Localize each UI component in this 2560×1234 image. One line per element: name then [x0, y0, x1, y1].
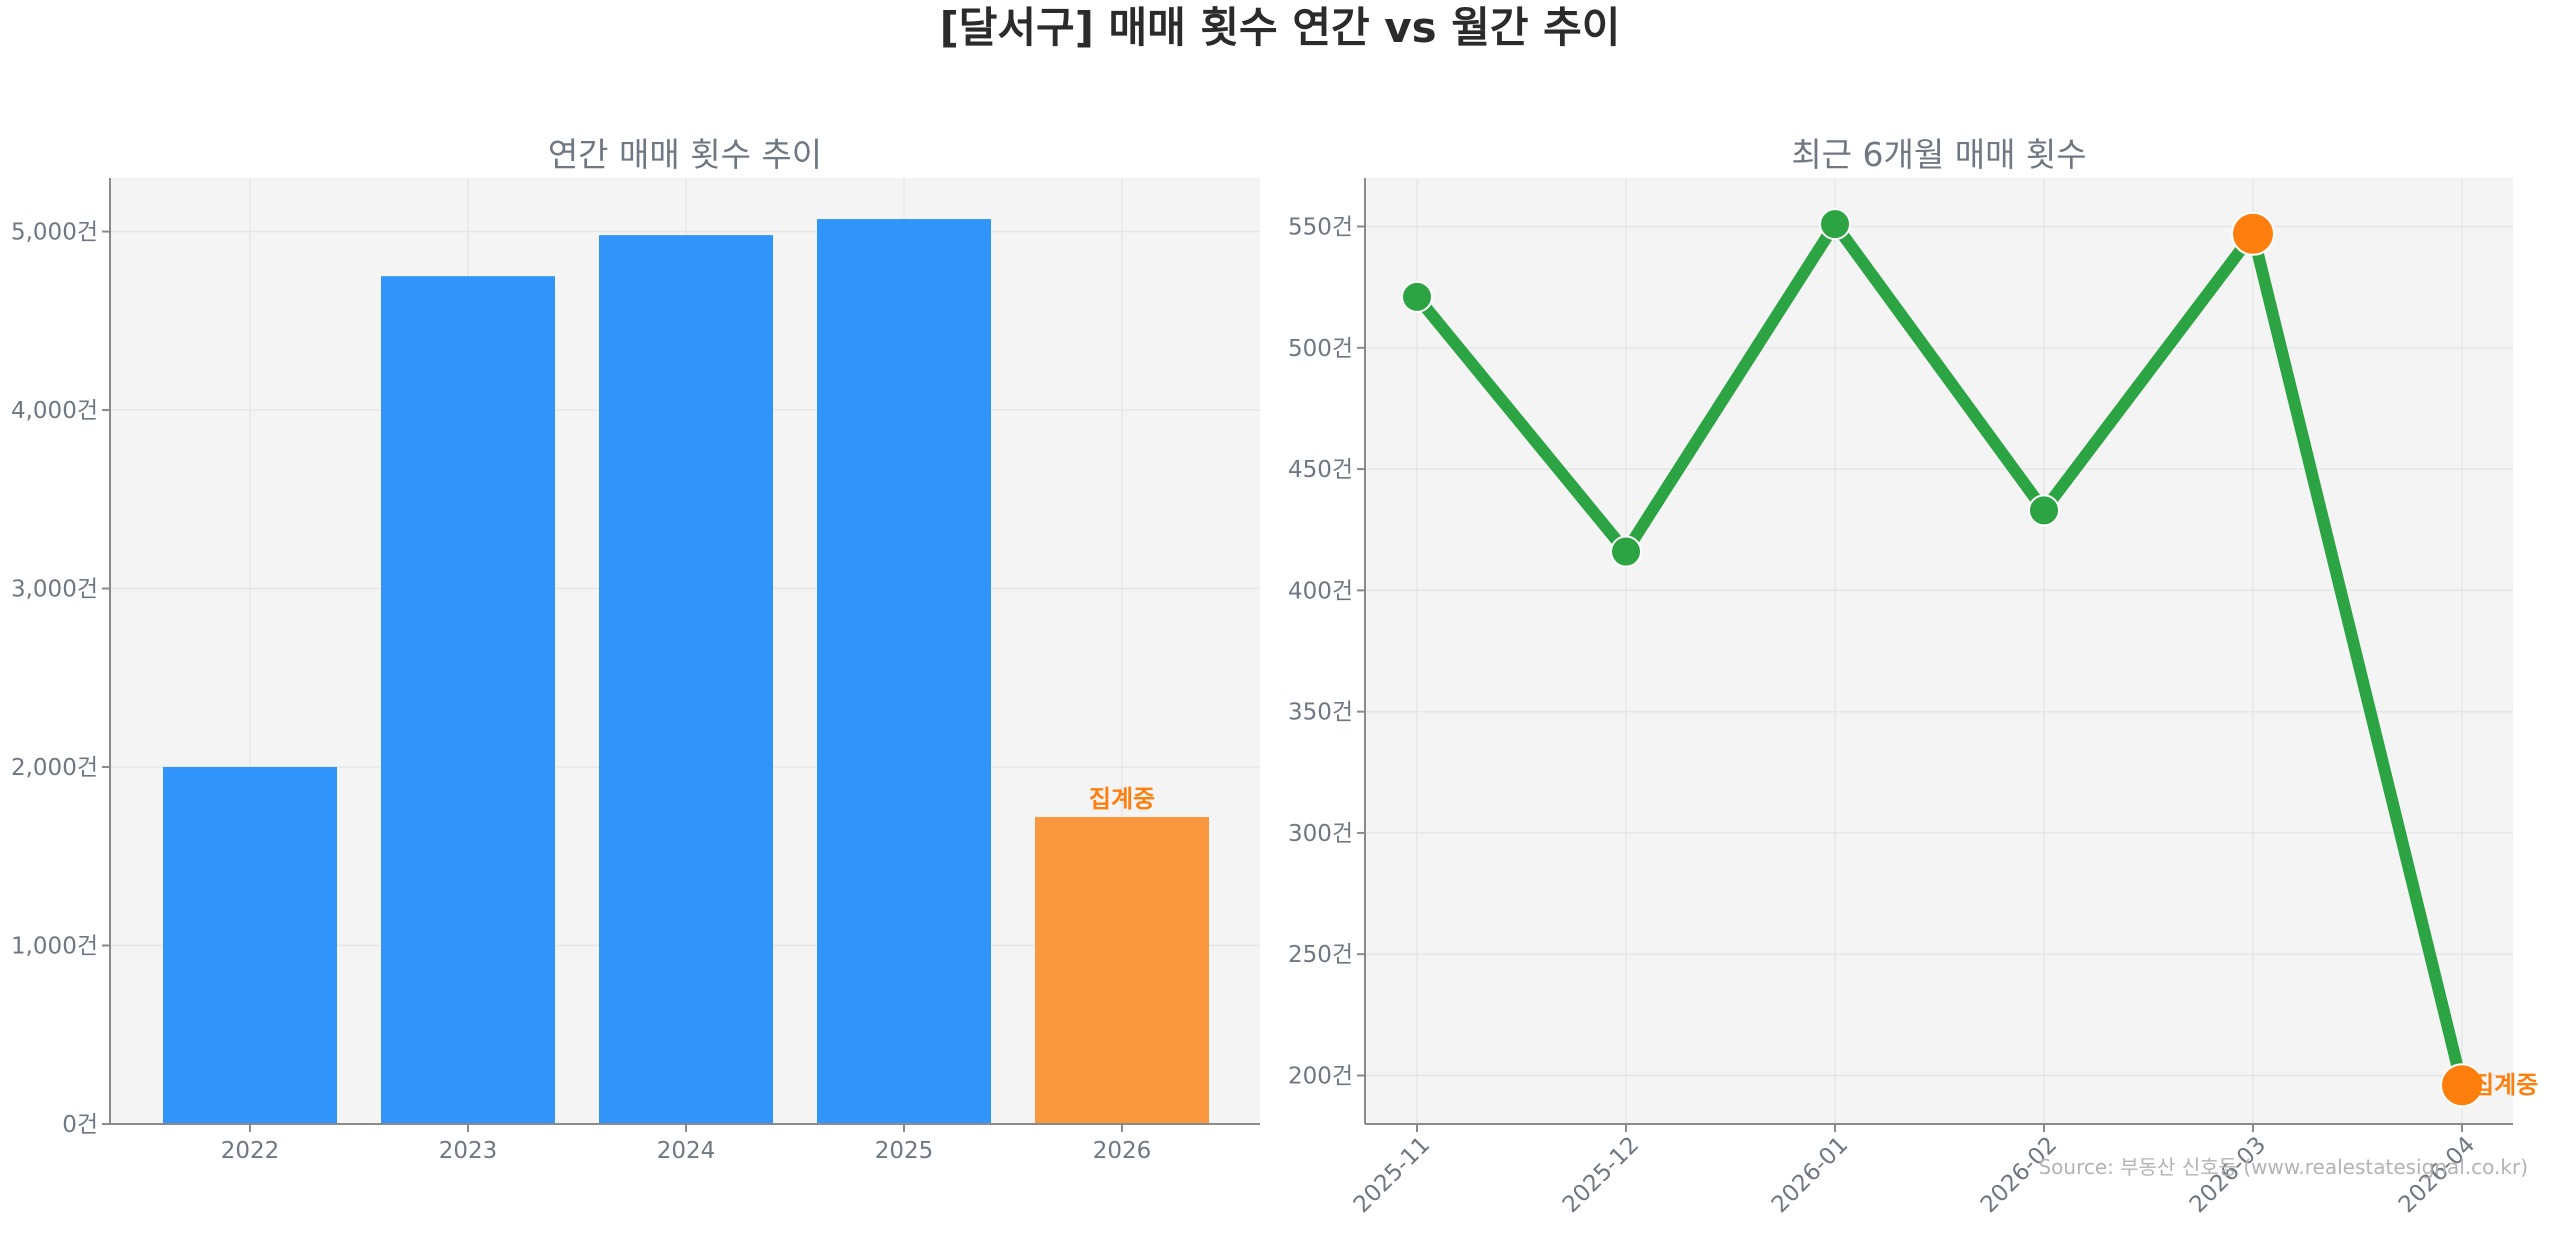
line-y-tick-label: 450건	[1288, 457, 1353, 483]
bar-y-tick-labels: 0건 1,000건 2,000건 3,000건 4,000건 5,000건	[11, 220, 110, 1138]
line-point-2026-04	[2440, 1063, 2484, 1108]
bar-2025	[817, 219, 991, 1124]
line-y-tick-label: 550건	[1288, 215, 1353, 241]
monthly-line-chart: 집계중 200건 250건 300건 350건 400건 450건 500건 550건 202…	[1288, 135, 2538, 1218]
line-point-2025-12	[1610, 535, 1642, 568]
bar-annotation: 집계중	[1089, 785, 1155, 813]
bar-y-tick-label: 0건	[62, 1112, 98, 1138]
line-y-tick-label: 350건	[1288, 700, 1353, 726]
bar-x-tick-labels: 2022 2023 2024 2025 2026	[221, 1124, 1152, 1164]
line-point-2026-03	[2231, 211, 2275, 256]
line-x-tick-label: 2025-11	[1349, 1132, 1435, 1218]
bar-x-tick-label: 2025	[875, 1138, 934, 1164]
line-annotation: 집계중	[2472, 1071, 2538, 1099]
bar-x-tick-label: 2024	[657, 1138, 716, 1164]
bar-2024	[599, 235, 773, 1125]
line-plot-area	[1365, 178, 2513, 1124]
figure-title: [달서구] 매매 횟수 연간 vs 월간 추이	[940, 3, 1621, 52]
line-x-tick-label: 2026-01	[1767, 1132, 1853, 1218]
line-y-tick-label: 200건	[1288, 1063, 1353, 1089]
bar-x-tick-label: 2023	[439, 1138, 498, 1164]
line-chart-title: 최근 6개월 매매 횟수	[1791, 135, 2086, 174]
line-gridlines	[1365, 178, 2513, 1124]
bar-2026	[1035, 816, 1209, 1124]
bar-x-tick-label: 2026	[1093, 1138, 1152, 1164]
bar-2022	[163, 767, 337, 1124]
line-series	[1412, 213, 2468, 1087]
line-y-tick-label: 400건	[1288, 578, 1353, 604]
line-y-tick-label: 300건	[1288, 821, 1353, 847]
line-point-2026-02	[2028, 494, 2060, 527]
bar-y-tick-label: 4,000건	[11, 398, 98, 424]
line-point-2026-01	[1819, 208, 1851, 241]
line-x-tick-label: 2025-12	[1558, 1132, 1644, 1218]
bar-x-tick-label: 2022	[221, 1138, 280, 1164]
line-point-2025-11	[1401, 280, 1433, 313]
bar-2023	[381, 276, 555, 1124]
bar-y-tick-label: 5,000건	[11, 220, 98, 246]
bar-marks: 집계중	[163, 219, 1209, 1125]
bar-y-tick-label: 3,000건	[11, 577, 98, 603]
line-marks: 집계중	[1401, 208, 2538, 1108]
line-y-tick-label: 250건	[1288, 942, 1353, 968]
line-y-tick-label: 500건	[1288, 336, 1353, 362]
bar-chart-title: 연간 매매 횟수 추이	[548, 135, 822, 174]
line-y-tick-labels: 200건 250건 300건 350건 400건 450건 500건 550건	[1288, 215, 1365, 1089]
source-note: Source: 부동산 신호등 (www.realestatesignal.co…	[2038, 1155, 2528, 1179]
annual-bar-chart: 집계중 0건 1,000건 2,000건 3,000건 4,000건 5,000건 202…	[11, 135, 1260, 1164]
bar-y-tick-label: 1,000건	[11, 934, 98, 960]
bar-y-tick-label: 2,000건	[11, 755, 98, 781]
